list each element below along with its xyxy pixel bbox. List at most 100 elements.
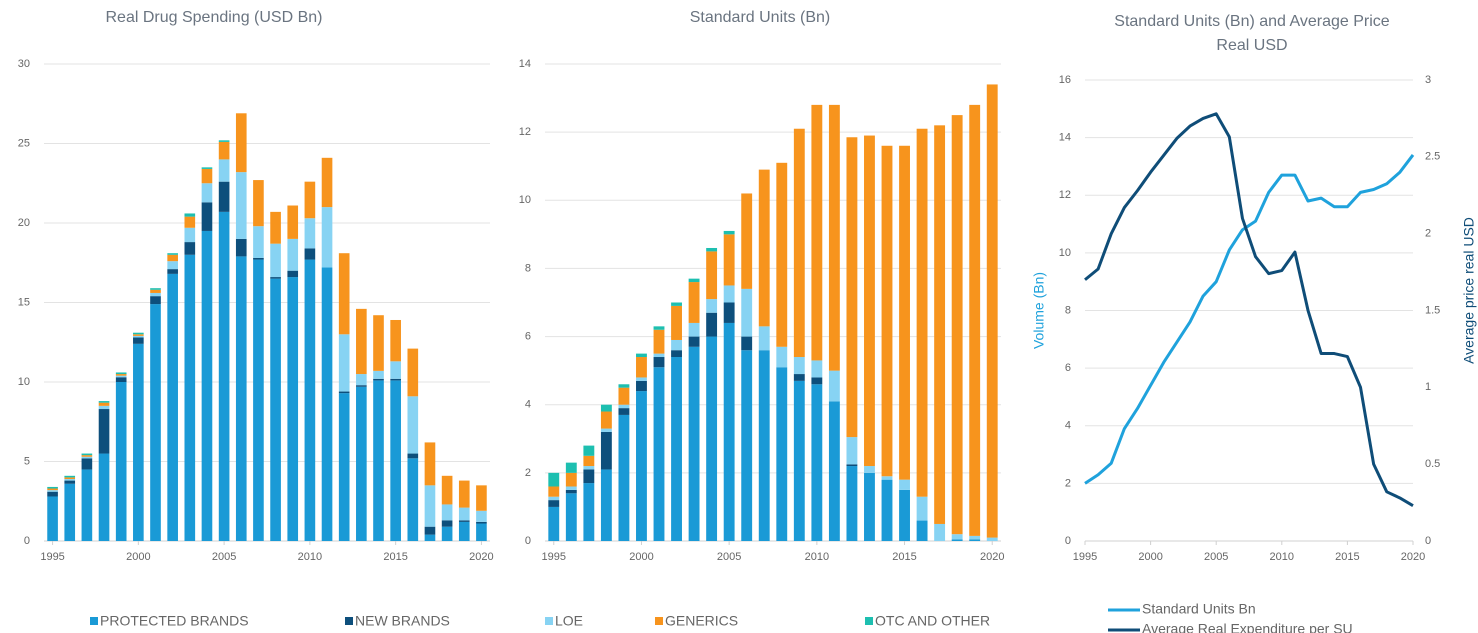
bar-segment [899, 145, 910, 480]
bar-segment [846, 137, 858, 438]
bar-segment [951, 115, 963, 535]
bar-segment [64, 477, 76, 479]
bar-segment [706, 336, 718, 541]
bar-segment [390, 378, 401, 381]
y-tick-label: 0 [24, 535, 30, 547]
bar-segment [688, 282, 700, 323]
bar-segment [776, 346, 788, 368]
bar-segment [846, 464, 858, 467]
bar-segment [184, 227, 196, 243]
bar-segment [793, 357, 805, 375]
bar-segment [671, 302, 682, 306]
bar-segment [864, 472, 875, 541]
x-tick-label: 2000 [126, 551, 150, 563]
y-tick-label: 14 [1059, 132, 1071, 144]
bar-segment [986, 84, 998, 538]
bar-segment [899, 489, 910, 541]
bar-segment [407, 396, 419, 454]
legend-swatch [655, 617, 663, 625]
bar-segment [828, 401, 840, 541]
bar-segment [235, 238, 247, 257]
bar-segment [706, 251, 718, 300]
y-tick-label: 15 [18, 296, 30, 308]
bar-segment [150, 288, 161, 290]
y-tick-label: 20 [18, 217, 30, 229]
y-tick-label: 16 [1059, 74, 1071, 86]
x-tick-label: 2015 [383, 551, 407, 563]
bar-segment [636, 380, 647, 392]
bar-segment [653, 367, 665, 541]
bar-segment [441, 520, 453, 527]
bar-segment [407, 348, 419, 397]
bar-segment [688, 336, 700, 347]
bar-segment [373, 378, 384, 381]
bar-segment [811, 384, 823, 541]
bar-segment [653, 357, 665, 368]
bar-segment [133, 332, 144, 335]
legend-swatch [545, 617, 553, 625]
bar-segment [47, 490, 58, 492]
bar-segment [548, 500, 560, 507]
bar-segment [270, 211, 281, 244]
legend-label: Average Real Expenditure per SU [1142, 621, 1353, 633]
bar-segment [793, 374, 805, 381]
y-tick-label: 6 [1065, 362, 1071, 374]
bar-segment [115, 382, 127, 541]
y-tick-label: 12 [1059, 189, 1071, 201]
x-tick-label: 2005 [1204, 551, 1228, 563]
bar-segment [723, 234, 735, 286]
bar-segment [167, 261, 178, 270]
y-tick-label: 10 [1059, 247, 1071, 259]
bar-segment [951, 539, 963, 541]
bar-segment [618, 404, 630, 409]
bar-segment [253, 257, 264, 260]
bar-segment [338, 391, 350, 394]
bar-segment [441, 526, 453, 541]
bar-segment [828, 370, 840, 402]
y2-tick-label: 1.5 [1425, 304, 1440, 316]
bar-segment [167, 253, 178, 255]
bar-segment [688, 278, 700, 283]
bar-segment [356, 385, 367, 387]
bar-segment [846, 466, 858, 541]
bar-segment [64, 475, 76, 478]
bar-segment [653, 326, 665, 330]
bar-segment [811, 104, 823, 361]
x-tick-label: 2020 [469, 551, 493, 563]
y-tick-label: 2 [525, 467, 531, 479]
bar-segment [458, 520, 470, 522]
x-tick-label: 2005 [717, 551, 741, 563]
bar-segment [424, 442, 436, 486]
y-tick-label: 14 [519, 58, 531, 70]
bar-segment [253, 226, 264, 258]
y-tick-label: 2 [1065, 477, 1071, 489]
bar-segment [47, 488, 58, 491]
bar-segment [916, 496, 928, 521]
bar-segment [600, 411, 612, 429]
bar-segment [201, 230, 213, 541]
bar-segment [338, 253, 350, 335]
legend-swatch [90, 617, 98, 625]
bar-segment [986, 537, 998, 541]
bar-segment [98, 409, 110, 454]
chart-title: Standard Units (Bn) [690, 9, 831, 26]
bar-segment [723, 230, 735, 235]
bar-segment [458, 507, 470, 521]
bar-segment [583, 455, 595, 467]
bar-segment [201, 183, 213, 203]
bar-segment [441, 475, 453, 505]
bar-segment [304, 181, 316, 219]
y-tick-label: 8 [1065, 304, 1071, 316]
bar-segment [150, 292, 161, 297]
x-tick-label: 1995 [1073, 551, 1097, 563]
bar-segment [373, 370, 384, 379]
bar-segment [969, 104, 981, 536]
bar-segment [218, 181, 230, 212]
bar-segment [583, 483, 595, 541]
x-tick-label: 2000 [629, 551, 653, 563]
bar-segment [235, 256, 247, 541]
bar-segment [407, 458, 419, 541]
bar-segment [934, 125, 946, 524]
bar-segment [864, 466, 875, 473]
bar-segment [338, 334, 350, 392]
